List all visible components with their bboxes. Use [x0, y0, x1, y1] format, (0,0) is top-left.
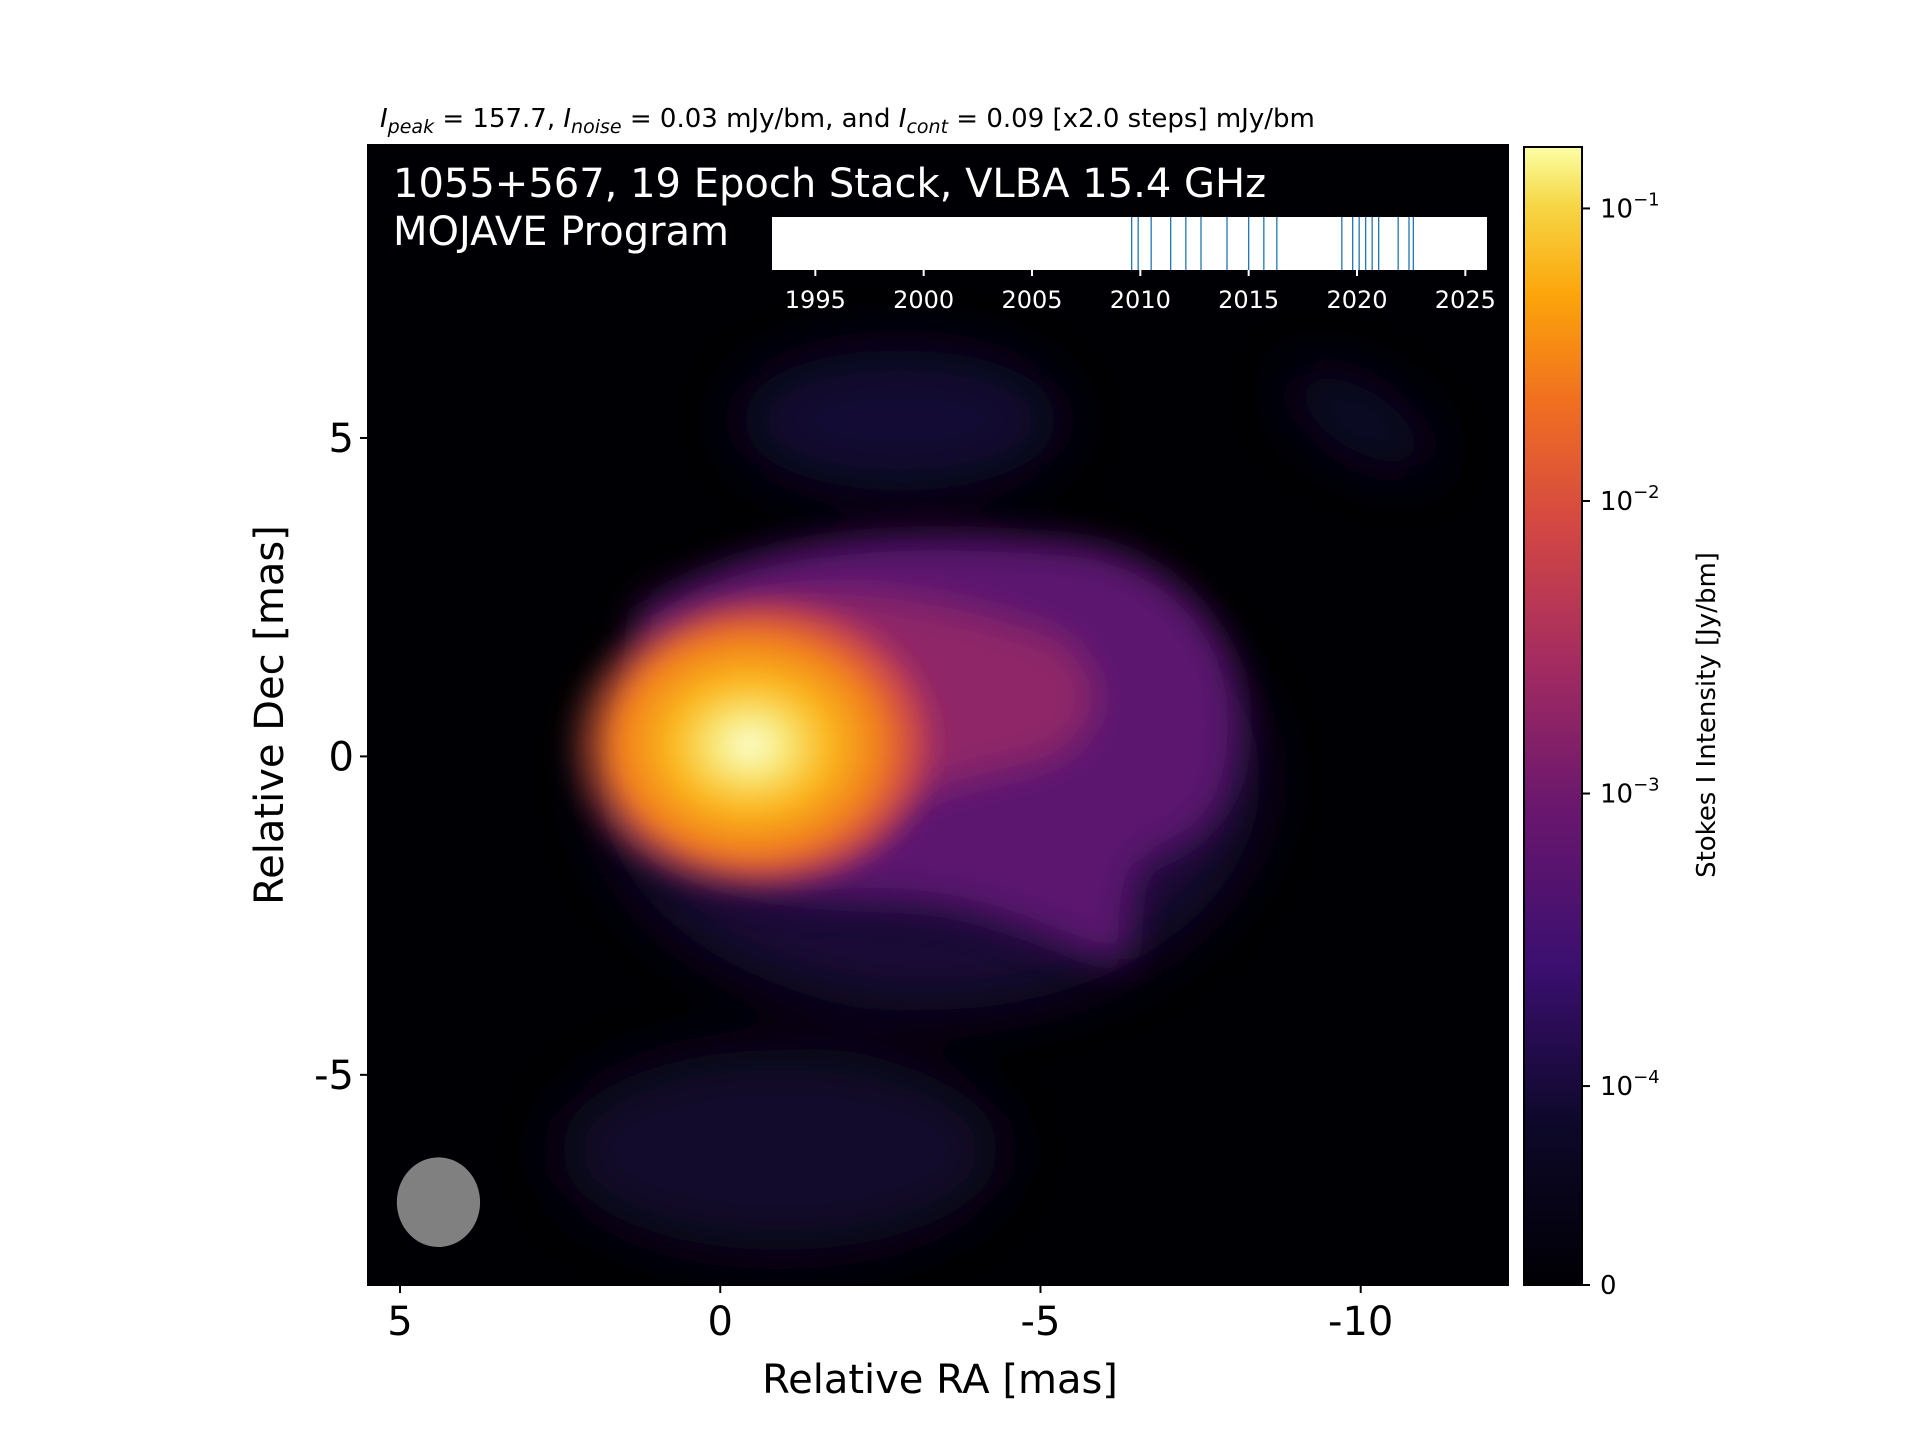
colorbar-gradient — [1523, 146, 1583, 1286]
epoch-lines — [1131, 217, 1414, 270]
y-axis-ticks: 5 0 -5 — [314, 416, 368, 1099]
colorbar-tick-label: 10−2 — [1600, 482, 1660, 517]
colorbar-label: Stokes I Intensity [Jy/bm] — [1692, 552, 1722, 878]
colorbar-ticks: 10−1 10−2 10−3 10−4 0 — [1582, 189, 1660, 1301]
colorbar-tick-label: 0 — [1600, 1271, 1617, 1301]
epoch-timeline: 1995 2000 2005 2010 2015 2020 2025 — [772, 217, 1496, 314]
timeline-tick-label: 2010 — [1110, 286, 1171, 314]
plot-frame — [367, 144, 1509, 1286]
x-tick-label: -5 — [1021, 1299, 1061, 1345]
timeline-tick-label: 1995 — [785, 286, 846, 314]
colorbar-tick-label: 10−4 — [1600, 1067, 1660, 1102]
timeline-tick-label: 2005 — [1001, 286, 1062, 314]
colorbar-tick-label: 10−3 — [1600, 775, 1660, 810]
image-panel: 1055+567, 19 Epoch Stack, VLBA 15.4 GHz … — [367, 144, 1509, 1286]
timeline-tick-label: 2000 — [893, 286, 954, 314]
timeline-tick-label: 2020 — [1326, 286, 1387, 314]
chart-header: Ipeak = 157.7, Inoise = 0.03 mJy/bm, and… — [380, 104, 1315, 138]
core-emission — [560, 590, 940, 900]
y-tick-label: 0 — [329, 734, 354, 780]
timeline-ticks: 1995 2000 2005 2010 2015 2020 2025 — [785, 270, 1496, 314]
x-tick-label: 0 — [708, 1299, 733, 1345]
x-tick-label: 5 — [387, 1299, 412, 1345]
x-tick-label: -10 — [1328, 1299, 1393, 1345]
x-axis-label: Relative RA [mas] — [762, 1357, 1118, 1403]
beam-ellipse — [396, 1157, 481, 1248]
timeline-tick-label: 2025 — [1435, 286, 1496, 314]
y-axis-label: Relative Dec [mas] — [247, 525, 293, 905]
y-tick-label: 5 — [329, 416, 354, 462]
timeline-tick-label: 2015 — [1218, 286, 1279, 314]
plot-title-line1: 1055+567, 19 Epoch Stack, VLBA 15.4 GHz — [393, 161, 1266, 207]
y-tick-label: -5 — [314, 1053, 354, 1099]
plot-title-line2: MOJAVE Program — [393, 209, 729, 255]
colorbar-tick-label: 10−1 — [1600, 189, 1660, 224]
colorbar: 10−1 10−2 10−3 10−4 0 Stokes I Intensity [Jy… — [1523, 146, 1722, 1301]
timeline-box — [772, 217, 1487, 270]
x-axis-ticks: 5 0 -5 -10 — [387, 1285, 1393, 1345]
